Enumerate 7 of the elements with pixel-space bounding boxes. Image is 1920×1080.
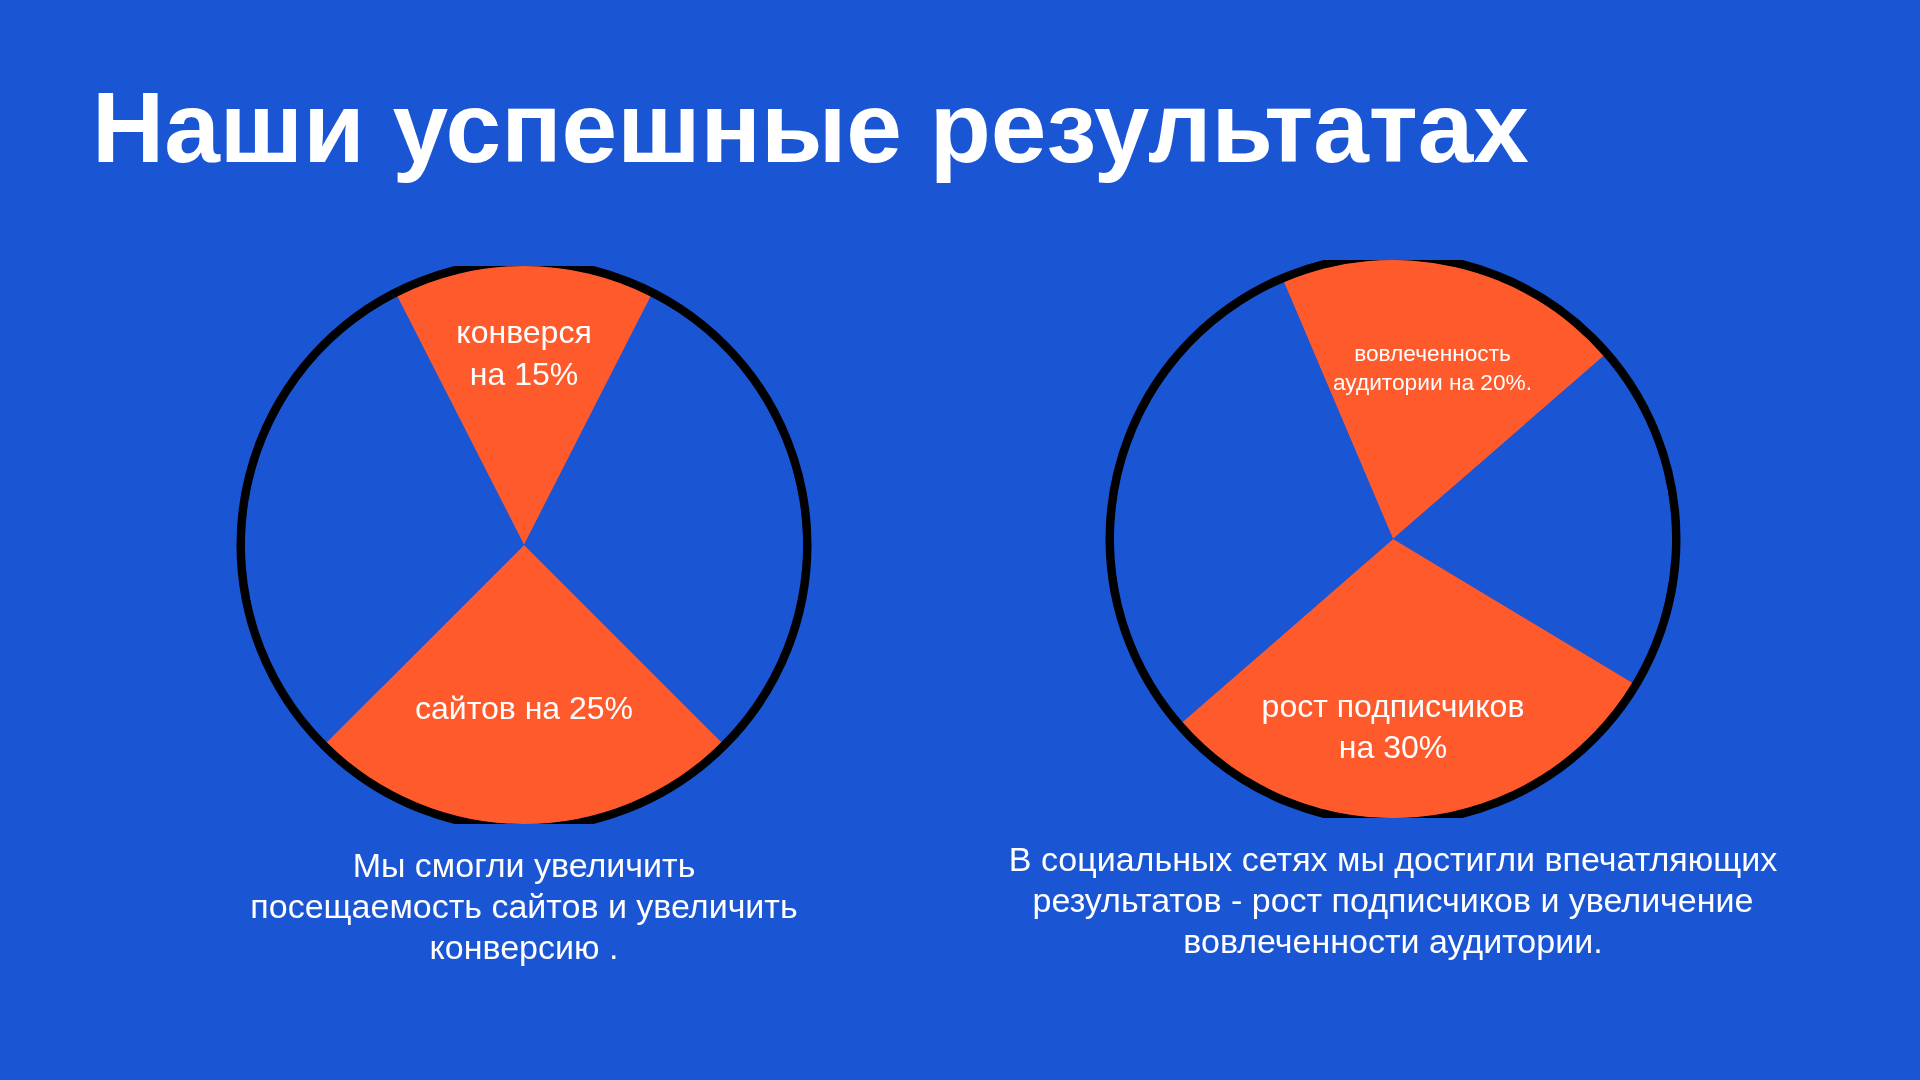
text: Мы смогли увеличить посещаемость сайтов и увеличить конверсию . [249, 845, 799, 968]
slice-label: вовлеченность аудитории на 20%. [1333, 339, 1533, 396]
chart-title: Наши успешные результатах [92, 70, 1529, 185]
slice-label: сайтов на 25% [414, 690, 634, 727]
text: В социальных сетях мы достигли впечатляющих результатов - рост подписчиков и увеличение вовлеченности аудитории. [1007, 839, 1779, 962]
slice-label: рост подписчиков на 30% [1261, 687, 1525, 766]
slice-label: конверся на 15% [456, 314, 592, 392]
